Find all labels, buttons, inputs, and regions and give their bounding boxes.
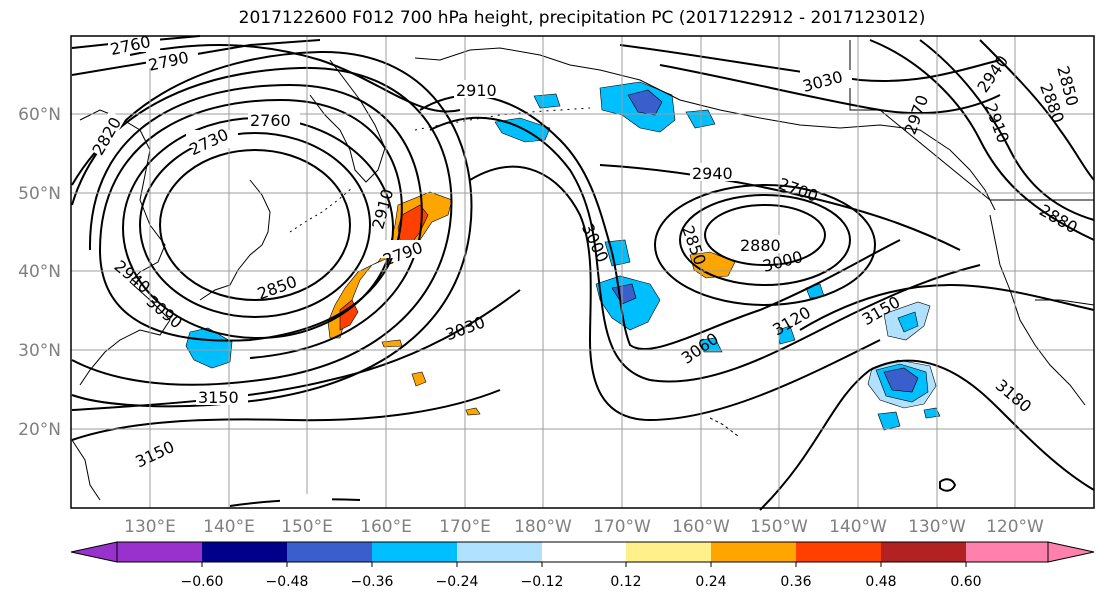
contour-outer xyxy=(129,44,461,113)
contour-wave xyxy=(469,165,881,422)
colorbar-tick-label: 0.48 xyxy=(865,574,896,590)
lon-label: 160°E xyxy=(360,517,412,537)
contour-north xyxy=(659,64,1001,115)
precip-negative-area xyxy=(699,337,723,353)
contour-label: 2910 xyxy=(456,81,497,100)
height-contours xyxy=(71,35,1095,511)
lon-label: 150°E xyxy=(281,517,333,537)
contour-label: 2760 xyxy=(250,111,291,130)
precip-negative-area xyxy=(877,411,901,431)
coastline-japan xyxy=(199,179,271,301)
lon-label: 140°E xyxy=(203,517,255,537)
coastline-north-america xyxy=(989,214,1086,406)
contour-east-trough xyxy=(869,39,1095,241)
colorbar-tick-label: 0.60 xyxy=(950,574,981,590)
lat-label-30n: 30°N xyxy=(18,341,61,361)
precip-negative-area xyxy=(185,327,233,369)
colorbar-extend-high xyxy=(1047,541,1095,563)
colorbar-segment xyxy=(542,542,626,562)
lon-label: 160°W xyxy=(672,517,730,537)
contour-north xyxy=(619,44,1001,82)
colorbar-segment xyxy=(796,542,881,562)
contour-label: 2940 xyxy=(692,164,733,183)
precip-positive-area xyxy=(465,407,481,416)
contour-small-closed xyxy=(939,478,957,492)
lon-label: 130°E xyxy=(124,517,176,537)
colorbar-segment xyxy=(711,542,796,562)
contour-3120 xyxy=(799,283,1095,331)
colorbar: −0.60 −0.48 −0.36 −0.24 −0.12 0.12 0.24 … xyxy=(70,541,1095,590)
lon-label: 140°W xyxy=(829,517,887,537)
colorbar-tick-label: −0.48 xyxy=(266,574,309,590)
precip-negative-area xyxy=(533,93,561,109)
colorbar-segment xyxy=(881,542,966,562)
lat-label-20n: 20°N xyxy=(18,420,61,440)
lon-label: 150°W xyxy=(750,517,808,537)
precip-negative-area xyxy=(595,275,661,331)
colorbar-tick-label: −0.24 xyxy=(436,574,479,590)
colorbar-segment xyxy=(626,542,711,562)
contour-low-ring xyxy=(98,98,403,342)
contour-wave xyxy=(419,94,901,350)
contour-high-ring xyxy=(71,66,453,386)
lon-label: 170°E xyxy=(439,517,491,537)
colorbar-segment xyxy=(966,542,1048,562)
longitude-labels: 130°E 140°E 150°E 160°E 170°E 180°W 170°… xyxy=(124,517,1044,537)
contour-3180 xyxy=(71,389,501,441)
colorbar-tick-label: −0.12 xyxy=(521,574,564,590)
lon-label: 170°W xyxy=(593,517,651,537)
contour-high-ring xyxy=(654,184,876,306)
precip-moderate-area xyxy=(627,89,663,116)
coastline-alaska xyxy=(414,47,996,211)
lon-label: 180°W xyxy=(514,517,572,537)
contour-low-ring xyxy=(88,83,423,359)
coastline-kuril-islands xyxy=(289,187,353,233)
colorbar-segment xyxy=(117,542,202,562)
lon-label: 130°W xyxy=(908,517,966,537)
coastline-kamchatka xyxy=(309,59,386,183)
colorbar-segment xyxy=(372,542,457,562)
colorbar-extend-low xyxy=(70,541,118,563)
contour-3150 xyxy=(71,289,521,411)
grid xyxy=(71,36,1094,508)
lat-label-50n: 50°N xyxy=(18,184,61,204)
colorbar-segment xyxy=(202,542,287,562)
contour-label: 2880 xyxy=(740,236,781,255)
border-us-mexico xyxy=(1035,299,1095,306)
coastline-south-asia xyxy=(71,439,101,501)
contour-low-ring xyxy=(139,132,371,318)
contour-label: 3150 xyxy=(198,388,239,407)
precip-strong-area xyxy=(339,299,359,331)
map-area xyxy=(71,36,1094,508)
precip-positive-area xyxy=(411,371,427,387)
colorbar-tick-label: 0.24 xyxy=(695,574,726,590)
colorbar-segment xyxy=(287,542,372,562)
contour-2790-top xyxy=(71,39,321,76)
map-frame xyxy=(70,35,1095,509)
colorbar-tick-label: −0.36 xyxy=(351,574,394,590)
colorbar-segment xyxy=(457,542,542,562)
precip-moderate-area xyxy=(883,367,919,393)
coastline-hawaii xyxy=(709,417,739,437)
contour-high-ring xyxy=(679,194,851,286)
contour-low-core xyxy=(159,149,351,301)
contour-east-trough xyxy=(979,39,1095,181)
colorbar-tick-label: −0.60 xyxy=(181,574,224,590)
map-title: 2017122600 F012 700 hPa height, precipit… xyxy=(238,8,926,28)
lon-label: 120°W xyxy=(986,517,1044,537)
contour-high-center xyxy=(704,204,826,266)
latitude-labels: 60°N 50°N 40°N 30°N 20°N xyxy=(18,105,61,440)
contour-2970 xyxy=(599,164,961,251)
contour-3150-east xyxy=(759,359,1095,511)
lat-label-60n: 60°N xyxy=(18,105,61,125)
colorbar-tick-label: 0.36 xyxy=(780,574,811,590)
precip-negative-area xyxy=(923,407,941,419)
lat-label-40n: 40°N xyxy=(18,262,61,282)
contour-east-trough xyxy=(919,39,1095,221)
precip-negative-area xyxy=(897,311,919,333)
coastline-asia xyxy=(79,109,171,386)
colorbar-tick-label: 0.12 xyxy=(610,574,641,590)
